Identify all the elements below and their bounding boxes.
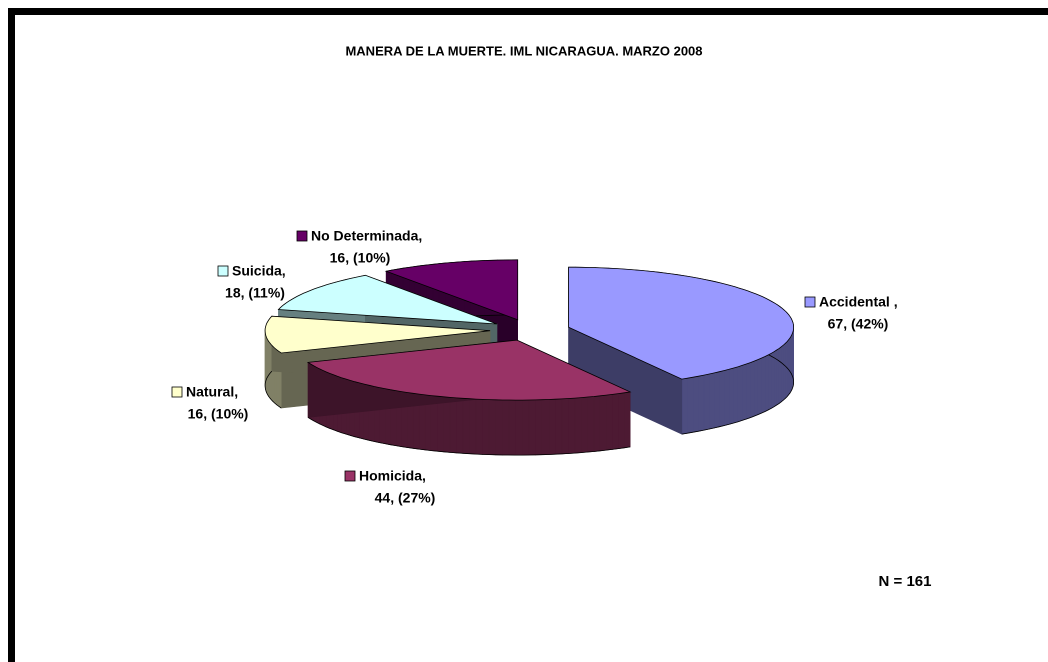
slice-side xyxy=(728,367,734,425)
slice-side xyxy=(781,344,784,403)
slice-side xyxy=(593,395,601,452)
slice-side xyxy=(475,398,483,455)
slice xyxy=(264,315,491,354)
data-label: 67, (42%) xyxy=(828,316,889,332)
data-label-name: No Determinada, xyxy=(311,228,422,244)
slice-side xyxy=(495,399,503,456)
slice xyxy=(306,339,632,401)
annotation: N = 161 xyxy=(879,573,932,590)
slice xyxy=(384,259,519,321)
slice-side xyxy=(462,397,470,455)
slice-side xyxy=(737,364,743,423)
slice-side xyxy=(522,399,530,456)
slice-side xyxy=(508,399,516,456)
legend-swatch xyxy=(296,230,308,242)
slice-side xyxy=(687,376,694,434)
frame-top xyxy=(8,8,1048,15)
slice-side xyxy=(757,357,762,415)
legend-swatch xyxy=(804,296,816,308)
slice-side xyxy=(555,398,563,455)
slice-side xyxy=(768,352,772,411)
slice-side xyxy=(515,399,523,456)
slice-side xyxy=(733,366,739,424)
legend-swatch xyxy=(344,470,356,482)
data-label-name: Accidental , xyxy=(819,294,898,310)
slice-side xyxy=(692,375,699,433)
slice-side xyxy=(488,399,496,456)
slice-side xyxy=(698,374,705,432)
data-label: 44, (27%) xyxy=(375,490,436,506)
slice-side xyxy=(443,396,451,453)
slice-side xyxy=(624,391,631,449)
slice-side xyxy=(750,360,755,418)
slice-side xyxy=(709,372,715,430)
data-label-name: Homicida, xyxy=(359,468,426,484)
slice-side xyxy=(581,396,588,453)
slice-side xyxy=(437,395,444,453)
slice-side xyxy=(528,399,536,456)
data-label-name: Suicida, xyxy=(232,263,286,279)
slice-side xyxy=(568,397,576,454)
slice-side xyxy=(612,393,619,450)
slice-side xyxy=(761,356,766,414)
slice-side xyxy=(724,368,730,426)
slice xyxy=(568,266,795,380)
slice-side xyxy=(535,399,543,456)
legend-swatch xyxy=(217,265,229,277)
slice-side xyxy=(449,397,457,454)
data-label: 16, (10%) xyxy=(188,406,249,422)
legend-swatch xyxy=(171,386,183,398)
slice-side xyxy=(719,370,725,428)
slice-outline xyxy=(307,417,631,456)
slice-side xyxy=(754,359,759,417)
slice-side xyxy=(469,398,477,455)
slice-side xyxy=(587,396,595,453)
data-label: 16, (10%) xyxy=(330,250,391,266)
slice-outline xyxy=(264,370,282,409)
slice-side xyxy=(482,399,490,455)
slice-side xyxy=(561,398,569,455)
slice-side xyxy=(574,397,582,454)
slice-side xyxy=(714,371,720,429)
slice-side xyxy=(618,392,625,449)
slice-side xyxy=(778,346,782,405)
data-label: 18, (11%) xyxy=(225,285,285,301)
slice-side xyxy=(606,394,613,451)
data-label-name: Natural, xyxy=(186,384,238,400)
slice-side xyxy=(776,347,780,406)
slice-side xyxy=(703,373,710,431)
frame-left xyxy=(8,8,15,662)
slice-side xyxy=(681,377,688,435)
slice-side xyxy=(746,362,751,420)
slice-side xyxy=(764,354,769,412)
slice-side xyxy=(456,397,464,454)
slice-side xyxy=(599,394,607,452)
slice-side xyxy=(742,363,747,421)
chart-title: MANERA DE LA MUERTE. IML NICARAGUA. MARZ… xyxy=(345,43,702,58)
slice xyxy=(277,274,498,325)
slice-side xyxy=(771,351,775,409)
slice-side xyxy=(502,399,510,456)
slice-side xyxy=(548,398,556,455)
slice-side xyxy=(541,399,550,456)
